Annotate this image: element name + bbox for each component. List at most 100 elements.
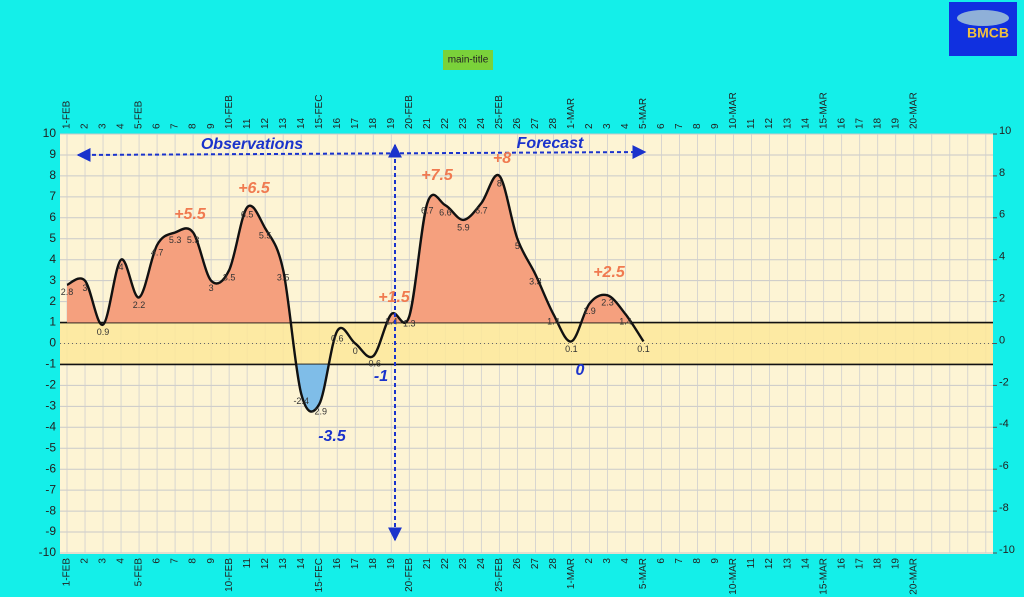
- x-tick-label: 6: [656, 558, 667, 564]
- x-tick-label-top: 20-FEB: [404, 95, 415, 129]
- x-tick-label-top: 23: [458, 117, 469, 129]
- y2-tick-label: -10: [999, 544, 1015, 556]
- period-arrow: [76, 145, 647, 162]
- data-label: 0.9: [97, 327, 110, 337]
- data-label: 5.3: [187, 235, 200, 245]
- x-tick-label: 24: [476, 558, 487, 570]
- y-tick-label: 7: [49, 189, 56, 203]
- x-tick-label-top: 13: [782, 117, 793, 129]
- data-label: 5.9: [457, 222, 470, 232]
- x-tick-label: 11: [242, 558, 253, 569]
- data-label: 5.5: [259, 231, 272, 241]
- x-tick-label: 17: [854, 558, 865, 570]
- x-tick-label: 12: [260, 558, 271, 570]
- annotation: +8: [493, 150, 511, 167]
- y-tick-label: -3: [45, 399, 56, 413]
- y-tick-label: -1: [45, 357, 56, 371]
- x-tick-label: 11: [746, 558, 757, 569]
- y2-tick-label: -8: [999, 502, 1009, 514]
- data-label: 5.3: [169, 235, 182, 245]
- data-label: 3.3: [529, 277, 542, 287]
- x-tick-label-top: 3: [602, 123, 613, 129]
- x-tick-label-top: 15-MAR: [818, 92, 829, 129]
- y-tick-label: -2: [45, 378, 56, 392]
- x-tick-label-top: 19: [890, 117, 901, 129]
- data-label: 3.5: [223, 273, 236, 283]
- x-tick-label-top: 13: [278, 117, 289, 129]
- x-tick-label-top: 6: [656, 123, 667, 129]
- x-tick-label: 19: [386, 558, 397, 570]
- logo-text: BMCB: [967, 25, 1009, 41]
- x-tick-label-top: 10-FEB: [224, 95, 235, 129]
- x-tick-label: 18: [368, 558, 379, 570]
- y-tick-label: 6: [49, 210, 56, 224]
- data-label: 6.5: [241, 210, 254, 220]
- x-tick-label-top: 11: [242, 118, 253, 129]
- x-tick-label: 26: [512, 558, 523, 570]
- x-tick-label-top: 21: [422, 117, 433, 129]
- x-tick-label: 15-MAR: [818, 558, 829, 595]
- annotation: +7.5: [421, 167, 454, 184]
- data-label: 2.2: [133, 300, 146, 310]
- y-tick-label: 0: [49, 336, 56, 350]
- annotation: 0: [576, 362, 585, 379]
- y2-tick-label: 2: [999, 293, 1005, 305]
- title-box: [443, 50, 493, 70]
- x-tick-label: 25-FEB: [494, 558, 505, 592]
- data-label: 1.4: [619, 317, 632, 327]
- x-tick-label-top: 3: [98, 123, 109, 129]
- x-tick-label-top: 8: [692, 123, 703, 129]
- y-tick-label: 2: [49, 294, 56, 308]
- x-tick-label-top: 17: [350, 117, 361, 129]
- x-tick-label-top: 28: [548, 117, 559, 129]
- data-label: 8: [497, 178, 502, 188]
- x-tick-label: 14: [296, 558, 307, 570]
- annotation: +2.5: [593, 264, 626, 281]
- x-tick-label: 7: [170, 558, 181, 564]
- x-tick-label-top: 8: [188, 123, 199, 129]
- x-tick-label-top: 4: [620, 123, 631, 129]
- x-tick-label-top: 2: [584, 123, 595, 129]
- x-tick-label-top: 7: [674, 123, 685, 129]
- y-tick-label: -5: [45, 440, 56, 454]
- y-tick-label: 5: [49, 231, 56, 245]
- data-label: 3: [83, 283, 88, 293]
- x-tick-label: 16: [332, 558, 343, 570]
- x-tick-label-top: 15-FEC: [314, 95, 325, 129]
- y-tick-label: -4: [45, 419, 56, 433]
- x-tick-label: 10-FEB: [224, 558, 235, 592]
- x-tick-label-top: 9: [206, 123, 217, 129]
- x-tick-label-top: 12: [764, 117, 775, 129]
- y-tick-label: -10: [39, 545, 57, 559]
- logo-map: [957, 10, 1009, 26]
- x-tick-label: 27: [530, 558, 541, 570]
- x-tick-label: 19: [890, 558, 901, 570]
- x-tick-label: 17: [350, 558, 361, 570]
- x-tick-label-top: 2: [80, 123, 91, 129]
- x-tick-label-top: 16: [836, 117, 847, 129]
- y-tick-label: 4: [49, 252, 56, 266]
- x-tick-label: 13: [278, 558, 289, 570]
- data-label: 0: [353, 346, 358, 356]
- annotation: -1: [374, 368, 388, 385]
- y2-tick-label: 4: [999, 251, 1005, 263]
- data-label: 2.8: [61, 287, 74, 297]
- x-tick-label-top: 6: [152, 123, 163, 129]
- annotation: +6.5: [238, 180, 271, 197]
- x-tick-label-top: 18: [872, 117, 883, 129]
- data-label: 2.3: [601, 298, 614, 308]
- x-tick-label-top: 26: [512, 117, 523, 129]
- x-tick-label-top: 5-MAR: [638, 98, 649, 129]
- x-tick-label: 20-FEB: [404, 558, 415, 592]
- y2-tick-label: -2: [999, 376, 1009, 388]
- x-tick-label: 1-MAR: [566, 558, 577, 589]
- data-label: 6.6: [439, 208, 452, 218]
- data-label: 3.5: [277, 273, 290, 283]
- x-tick-label-top: 25-FEB: [494, 95, 505, 129]
- y-tick-label: 3: [49, 273, 56, 287]
- data-label: -2.4: [293, 396, 309, 406]
- series-line: [66, 173, 645, 413]
- x-tick-label: 7: [674, 558, 685, 564]
- data-label: 6.7: [475, 206, 488, 216]
